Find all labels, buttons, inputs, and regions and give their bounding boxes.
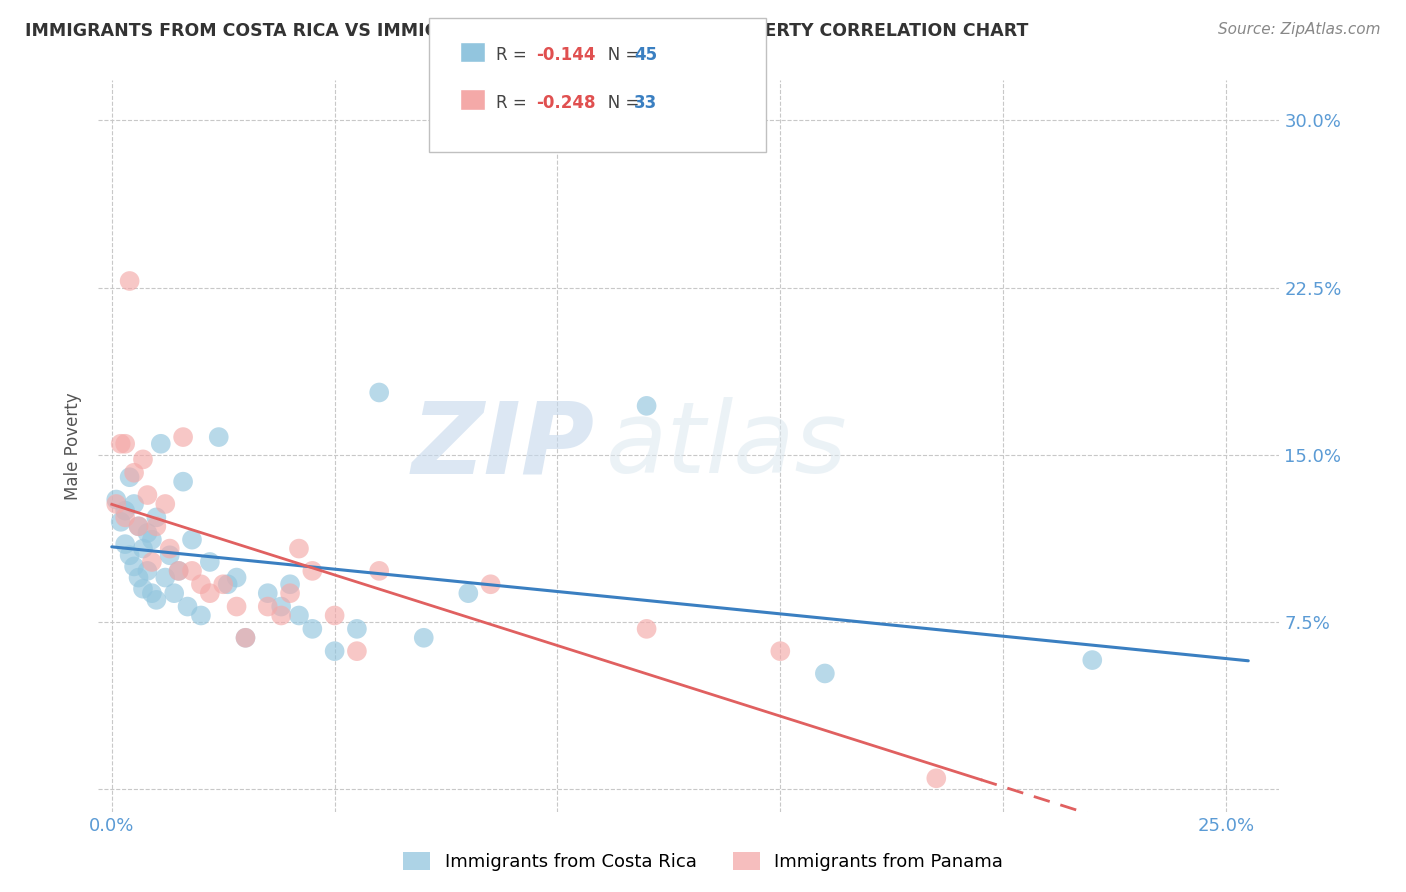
Point <box>159 541 181 556</box>
Point <box>110 515 132 529</box>
Point <box>114 437 136 451</box>
Point <box>141 533 163 547</box>
Point <box>190 608 212 623</box>
Point <box>172 430 194 444</box>
Text: Source: ZipAtlas.com: Source: ZipAtlas.com <box>1218 22 1381 37</box>
Text: atlas: atlas <box>606 398 848 494</box>
Point <box>149 437 172 451</box>
Point <box>176 599 198 614</box>
Point <box>167 564 190 578</box>
Point <box>1081 653 1104 667</box>
Point <box>145 510 167 524</box>
Point <box>122 497 145 511</box>
Point <box>270 599 292 614</box>
Point <box>198 555 221 569</box>
Point <box>105 497 128 511</box>
Point <box>288 541 311 556</box>
Point <box>118 548 141 563</box>
Point <box>256 599 278 614</box>
Point <box>132 582 155 596</box>
Point <box>457 586 479 600</box>
Text: 33: 33 <box>634 94 658 112</box>
Text: R =: R = <box>496 46 533 64</box>
Point <box>141 586 163 600</box>
Point <box>479 577 502 591</box>
Point <box>172 475 194 489</box>
Point <box>190 577 212 591</box>
Point <box>217 577 239 591</box>
Point <box>368 564 391 578</box>
Point <box>128 519 150 533</box>
Point <box>412 631 434 645</box>
Point <box>155 497 177 511</box>
Legend: Immigrants from Costa Rica, Immigrants from Panama: Immigrants from Costa Rica, Immigrants f… <box>396 845 1010 879</box>
Point <box>198 586 221 600</box>
Point <box>212 577 235 591</box>
Point <box>118 274 141 288</box>
Point <box>225 599 247 614</box>
Point <box>208 430 231 444</box>
Text: N =: N = <box>592 46 644 64</box>
Text: 45: 45 <box>634 46 657 64</box>
Point <box>270 608 292 623</box>
Point <box>235 631 257 645</box>
Text: -0.248: -0.248 <box>536 94 595 112</box>
Point <box>256 586 278 600</box>
Point <box>769 644 792 658</box>
Text: ZIP: ZIP <box>412 398 595 494</box>
Point <box>145 519 167 533</box>
Point <box>155 571 177 585</box>
Point <box>114 510 136 524</box>
Y-axis label: Male Poverty: Male Poverty <box>65 392 83 500</box>
Point <box>323 608 346 623</box>
Point <box>368 385 391 400</box>
Point <box>114 503 136 517</box>
Point <box>288 608 311 623</box>
Point <box>128 519 150 533</box>
Point <box>346 622 368 636</box>
Point <box>122 466 145 480</box>
Point <box>136 564 159 578</box>
Point <box>636 622 658 636</box>
Point <box>278 577 301 591</box>
Point <box>110 437 132 451</box>
Point <box>145 592 167 607</box>
Text: IMMIGRANTS FROM COSTA RICA VS IMMIGRANTS FROM PANAMA MALE POVERTY CORRELATION CH: IMMIGRANTS FROM COSTA RICA VS IMMIGRANTS… <box>25 22 1029 40</box>
Point <box>159 548 181 563</box>
Text: -0.144: -0.144 <box>536 46 595 64</box>
Point <box>136 488 159 502</box>
Text: R =: R = <box>496 94 533 112</box>
Point <box>301 564 323 578</box>
Point <box>105 492 128 507</box>
Point <box>181 564 204 578</box>
Point <box>346 644 368 658</box>
Point <box>128 571 150 585</box>
Point <box>118 470 141 484</box>
Point <box>136 526 159 541</box>
Point <box>132 541 155 556</box>
Text: N =: N = <box>592 94 644 112</box>
Point <box>925 771 948 786</box>
Point <box>278 586 301 600</box>
Point <box>114 537 136 551</box>
Point <box>132 452 155 467</box>
Point <box>122 559 145 574</box>
Point <box>141 555 163 569</box>
Point <box>167 564 190 578</box>
Point <box>636 399 658 413</box>
Point <box>163 586 186 600</box>
Point <box>225 571 247 585</box>
Point <box>181 533 204 547</box>
Point <box>235 631 257 645</box>
Point <box>323 644 346 658</box>
Point <box>814 666 837 681</box>
Point <box>301 622 323 636</box>
